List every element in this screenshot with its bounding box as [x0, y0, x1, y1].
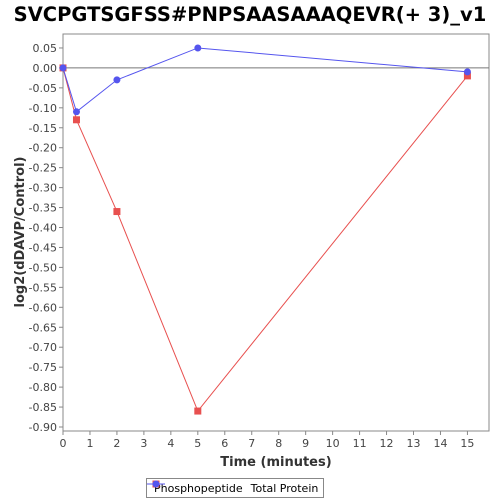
- y-tick-label: -0.20: [29, 142, 57, 155]
- y-tick-label: -0.50: [29, 261, 57, 274]
- x-axis-label: Time (minutes): [220, 455, 331, 470]
- legend-item: Total Protein: [147, 480, 319, 495]
- data-point-circle: [113, 76, 121, 84]
- legend-label: Total Protein: [250, 481, 319, 495]
- x-tick-label: 1: [86, 437, 93, 450]
- plot-area: [62, 33, 490, 432]
- y-tick-label: -0.55: [29, 281, 57, 294]
- x-tick-label: 8: [275, 437, 282, 450]
- legend-circle-marker-icon: [147, 480, 165, 488]
- legend-label: Phosphopeptide: [154, 481, 243, 495]
- y-tick-label: 0.05: [33, 42, 58, 55]
- data-point-square: [194, 407, 202, 415]
- y-tick-label: -0.25: [29, 162, 57, 175]
- x-tick-label: 11: [353, 437, 367, 450]
- data-point-circle: [59, 64, 67, 72]
- x-tick-label: 2: [113, 437, 120, 450]
- x-tick-label: 7: [248, 437, 255, 450]
- x-tick-label: 0: [60, 437, 67, 450]
- y-tick-label: -0.30: [29, 182, 57, 195]
- y-tick-label: -0.75: [29, 361, 57, 374]
- y-tick-label: 0.00: [33, 62, 58, 75]
- chart-legend: Phosphopeptide Total Protein: [146, 478, 325, 498]
- y-tick-label: -0.05: [29, 82, 57, 95]
- y-tick-label: -0.35: [29, 202, 57, 215]
- data-point-circle: [463, 68, 471, 76]
- x-tick-label: 13: [407, 437, 421, 450]
- x-tick-label: 15: [460, 437, 474, 450]
- chart-title: SVCPGTSGFSS#PNPSAASAAAQEVR(+ 3)_v1: [13, 3, 487, 26]
- legend-item: Phosphopeptide: [147, 480, 243, 495]
- y-tick-label: -0.90: [29, 421, 57, 434]
- data-point-circle: [194, 44, 202, 52]
- y-tick-label: -0.40: [29, 222, 57, 235]
- y-axis-label: log2(dDAVP/Control): [13, 157, 28, 308]
- x-tick-label: 14: [433, 437, 447, 450]
- y-tick-label: -0.85: [29, 401, 57, 414]
- x-tick-label: 6: [221, 437, 228, 450]
- y-tick-label: -0.60: [29, 301, 57, 314]
- x-tick-label: 5: [194, 437, 201, 450]
- data-point-square: [113, 208, 121, 216]
- x-tick-label: 12: [380, 437, 394, 450]
- y-tick-label: -0.45: [29, 241, 57, 254]
- y-tick-label: -0.70: [29, 341, 57, 354]
- data-point-square: [463, 72, 471, 80]
- x-tick-label: 3: [140, 437, 147, 450]
- y-tick-label: -0.10: [29, 102, 57, 115]
- x-tick-label: 4: [167, 437, 174, 450]
- legend-marker: [152, 480, 160, 488]
- series-1: [59, 44, 471, 116]
- y-tick-label: -0.15: [29, 122, 57, 135]
- y-tick-label: -0.80: [29, 381, 57, 394]
- y-tick-label: -0.65: [29, 321, 57, 334]
- x-tick-label: 10: [326, 437, 340, 450]
- x-tick-label: 9: [302, 437, 309, 450]
- data-point-square: [72, 116, 80, 124]
- data-point-circle: [72, 108, 80, 116]
